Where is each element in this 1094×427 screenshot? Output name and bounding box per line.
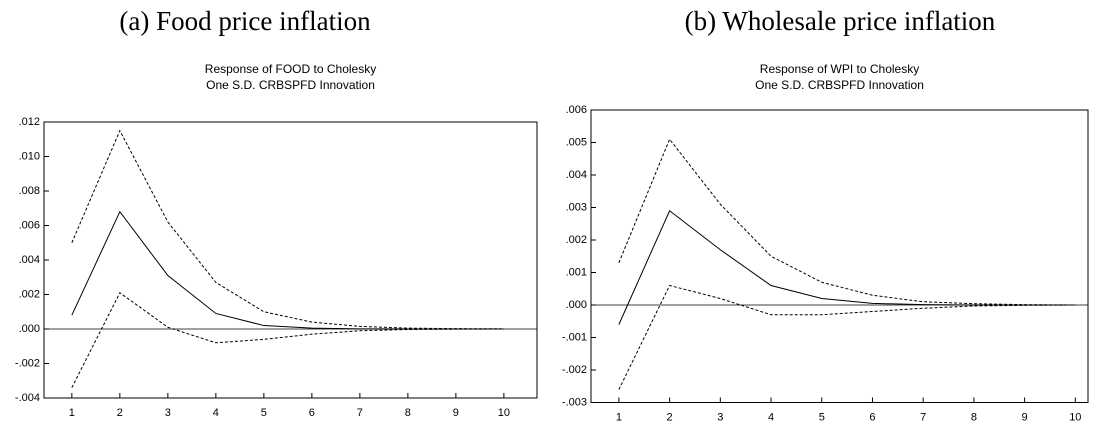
y-tick-label: .002	[19, 288, 40, 300]
x-tick-label: 5	[261, 407, 267, 419]
y-tick-label: .012	[19, 116, 40, 128]
y-tick-label: -.002	[562, 364, 587, 376]
series-line	[71, 210, 504, 330]
y-tick-label: -.003	[562, 396, 587, 408]
y-tick-label: -.001	[562, 331, 587, 343]
chart-title: Response of FOOD to Cholesky	[205, 62, 376, 76]
chart-title: Response of WPI to Cholesky	[760, 62, 919, 76]
x-tick-label: 5	[819, 411, 825, 423]
series-line	[71, 292, 504, 388]
y-tick-label: .008	[19, 185, 40, 197]
series-line	[71, 129, 504, 330]
y-tick-label: .005	[566, 136, 587, 148]
y-tick-label: -.002	[15, 357, 40, 369]
x-tick-label: 6	[869, 411, 875, 423]
x-tick-label: 9	[453, 407, 459, 419]
x-tick-label: 2	[667, 411, 673, 423]
series-line	[618, 209, 1076, 325]
plot-frame	[590, 109, 1089, 403]
y-tick-label: .006	[19, 219, 40, 231]
plot-frame	[43, 121, 538, 399]
y-tick-label: .004	[19, 254, 40, 266]
chart-subtitle: One S.D. CRBSPFD Innovation	[755, 78, 924, 92]
x-tick-label: 6	[309, 407, 315, 419]
x-tick-label: 7	[920, 411, 926, 423]
y-tick-label: .004	[566, 169, 587, 181]
y-tick-label: .002	[566, 234, 587, 246]
x-tick-label: 3	[165, 407, 171, 419]
x-tick-label: 7	[357, 407, 363, 419]
y-tick-label: -.004	[15, 392, 40, 404]
y-tick-label: .010	[19, 150, 40, 162]
x-tick-label: 10	[1069, 411, 1081, 423]
x-tick-label: 3	[717, 411, 723, 423]
x-tick-label: 9	[1022, 411, 1028, 423]
x-tick-label: 2	[117, 407, 123, 419]
x-tick-label: 4	[213, 407, 219, 419]
y-tick-label: .000	[19, 323, 40, 335]
y-tick-label: .003	[566, 201, 587, 213]
caption: (b) Wholesale price inflation	[685, 6, 996, 36]
y-tick-label: .001	[566, 266, 587, 278]
x-tick-label: 8	[405, 407, 411, 419]
x-tick-label: 1	[69, 407, 75, 419]
caption: (a) Food price inflation	[119, 6, 371, 36]
x-tick-label: 1	[616, 411, 622, 423]
x-tick-label: 8	[971, 411, 977, 423]
x-tick-label: 4	[768, 411, 774, 423]
x-tick-label: 10	[498, 407, 510, 419]
y-tick-label: .000	[566, 299, 587, 311]
series-line	[618, 138, 1076, 306]
series-line	[618, 284, 1076, 390]
y-tick-label: .006	[566, 104, 587, 116]
chart-subtitle: One S.D. CRBSPFD Innovation	[206, 78, 375, 92]
